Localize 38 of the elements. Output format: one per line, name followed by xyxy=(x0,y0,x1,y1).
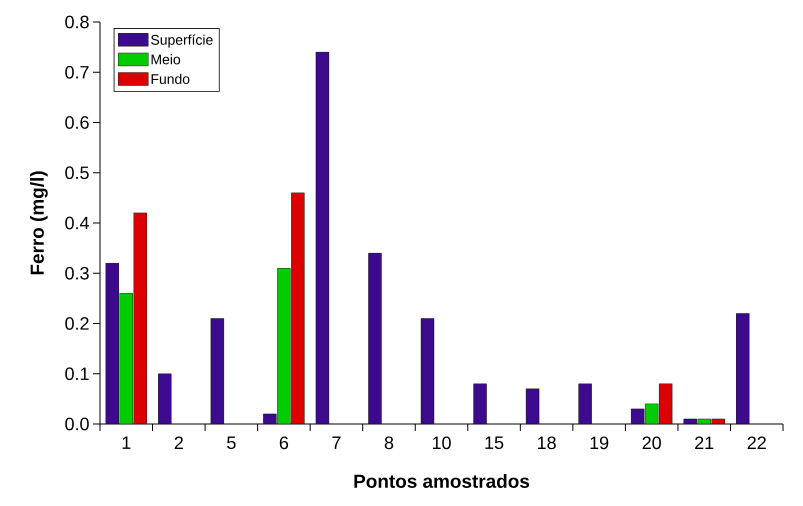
y-tick-label: 0.7 xyxy=(65,66,89,79)
x-tick-label: 22 xyxy=(748,436,766,450)
x-axis-title: Pontos amostrados xyxy=(354,474,530,488)
y-axis-title: Ferro (mg/l) xyxy=(30,171,48,274)
legend-label: Superfície xyxy=(151,34,213,48)
x-tick-label: 10 xyxy=(432,436,451,450)
bar xyxy=(316,52,330,424)
y-tick-label: 0.1 xyxy=(65,367,89,380)
bar xyxy=(368,252,382,424)
bar xyxy=(578,384,592,424)
y-tick-label: 0.2 xyxy=(65,317,89,330)
bar xyxy=(526,388,540,424)
y-tick-label: 0.4 xyxy=(65,216,89,230)
bar xyxy=(630,408,644,424)
bar xyxy=(158,374,172,424)
y-tick-label: 0.8 xyxy=(65,16,89,28)
x-tick-label: 2 xyxy=(174,436,183,450)
x-tick-label: 20 xyxy=(642,436,661,450)
bar xyxy=(736,313,750,424)
bar xyxy=(210,318,224,424)
x-tick-label: 18 xyxy=(538,436,556,450)
bar xyxy=(473,384,487,424)
x-tick-label: 21 xyxy=(695,436,714,450)
legend-label: Fundo xyxy=(152,74,190,84)
x-tick-label: 8 xyxy=(384,436,394,450)
y-tick-label: 0.3 xyxy=(65,266,89,280)
x-tick-label: 7 xyxy=(332,436,341,449)
y-tick-label: 0.0 xyxy=(65,418,89,430)
y-tick-label: 0.6 xyxy=(65,116,89,129)
legend-label: Meio xyxy=(152,54,180,64)
x-tick-label: 5 xyxy=(227,436,236,450)
y-tick-label: 0.5 xyxy=(65,166,89,180)
bar xyxy=(420,318,434,424)
x-tick-label: 15 xyxy=(485,436,504,450)
bar xyxy=(106,262,119,424)
x-tick-label: 19 xyxy=(590,436,608,450)
x-tick-label: 1 xyxy=(122,436,130,449)
x-tick-label: 6 xyxy=(280,436,288,450)
